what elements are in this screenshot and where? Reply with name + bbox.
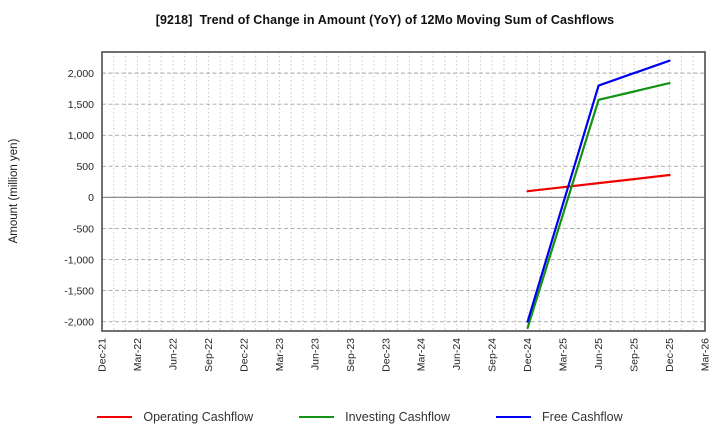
x-tick-label: Sep-23 (345, 338, 357, 372)
x-tick-label: Dec-25 (664, 338, 676, 372)
x-tick-label: Jun-25 (593, 338, 605, 370)
x-tick-label: Dec-24 (522, 338, 534, 372)
x-tick-label: Jun-23 (309, 338, 321, 370)
series-line-investing-cashflow (526, 81, 671, 329)
series-line-free-cashflow (526, 59, 671, 323)
y-tick-label: 1,500 (68, 99, 94, 111)
y-tick-label: -2,000 (64, 316, 94, 328)
plot-area: 2,000 1,500 1,000 500 0 -500 -1,000 -1,500 -2,00… (64, 51, 712, 372)
plot-border (101, 51, 706, 332)
y-tick-label: 0 (88, 192, 94, 204)
x-tick-label: Mar-26 (700, 338, 712, 371)
x-tick-label: Sep-24 (487, 338, 499, 372)
series-line-operating-cashflow (526, 173, 671, 193)
legend-item-free-cashflow: Free Cashflow (496, 410, 623, 424)
x-tick-label: Mar-25 (558, 338, 570, 371)
x-tick-label: Mar-23 (274, 338, 286, 371)
legend-label-operating-cashflow: Operating Cashflow (143, 410, 254, 424)
x-tick-label: Jun-22 (167, 338, 179, 370)
legend-item-operating-cashflow: Operating Cashflow (97, 410, 253, 424)
y-tick-label: 1,000 (68, 130, 94, 142)
x-tick-label: Sep-25 (629, 338, 641, 372)
chart-legend: Operating Cashflow Investing Cashflow Free… (0, 405, 720, 429)
y-tick-label: 500 (76, 161, 94, 173)
legend-swatch-operating-cashflow (97, 415, 133, 419)
legend-item-investing-cashflow: Investing Cashflow (299, 410, 450, 424)
x-tick-label: Sep-22 (203, 338, 215, 372)
x-tick-label: Jun-24 (451, 338, 463, 370)
y-tick-label: -1,000 (64, 254, 94, 266)
y-tick-label: 2,000 (68, 68, 94, 80)
y-tick-label: -1,500 (64, 285, 94, 297)
y-tick-label: -500 (73, 223, 94, 235)
x-tick-label: Dec-22 (238, 338, 250, 372)
legend-label-investing-cashflow: Investing Cashflow (345, 410, 451, 424)
x-tick-label: Mar-24 (416, 338, 428, 371)
legend-swatch-free-cashflow (496, 415, 532, 419)
x-tick-label: Dec-23 (380, 338, 392, 372)
x-tick-label: Mar-22 (132, 338, 144, 371)
chart-title: [9218] Trend of Change in Amount (YoY) o… (155, 13, 615, 27)
x-tick-label: Dec-21 (97, 338, 109, 372)
legend-label-free-cashflow: Free Cashflow (542, 410, 623, 424)
legend-swatch-investing-cashflow (299, 415, 335, 419)
